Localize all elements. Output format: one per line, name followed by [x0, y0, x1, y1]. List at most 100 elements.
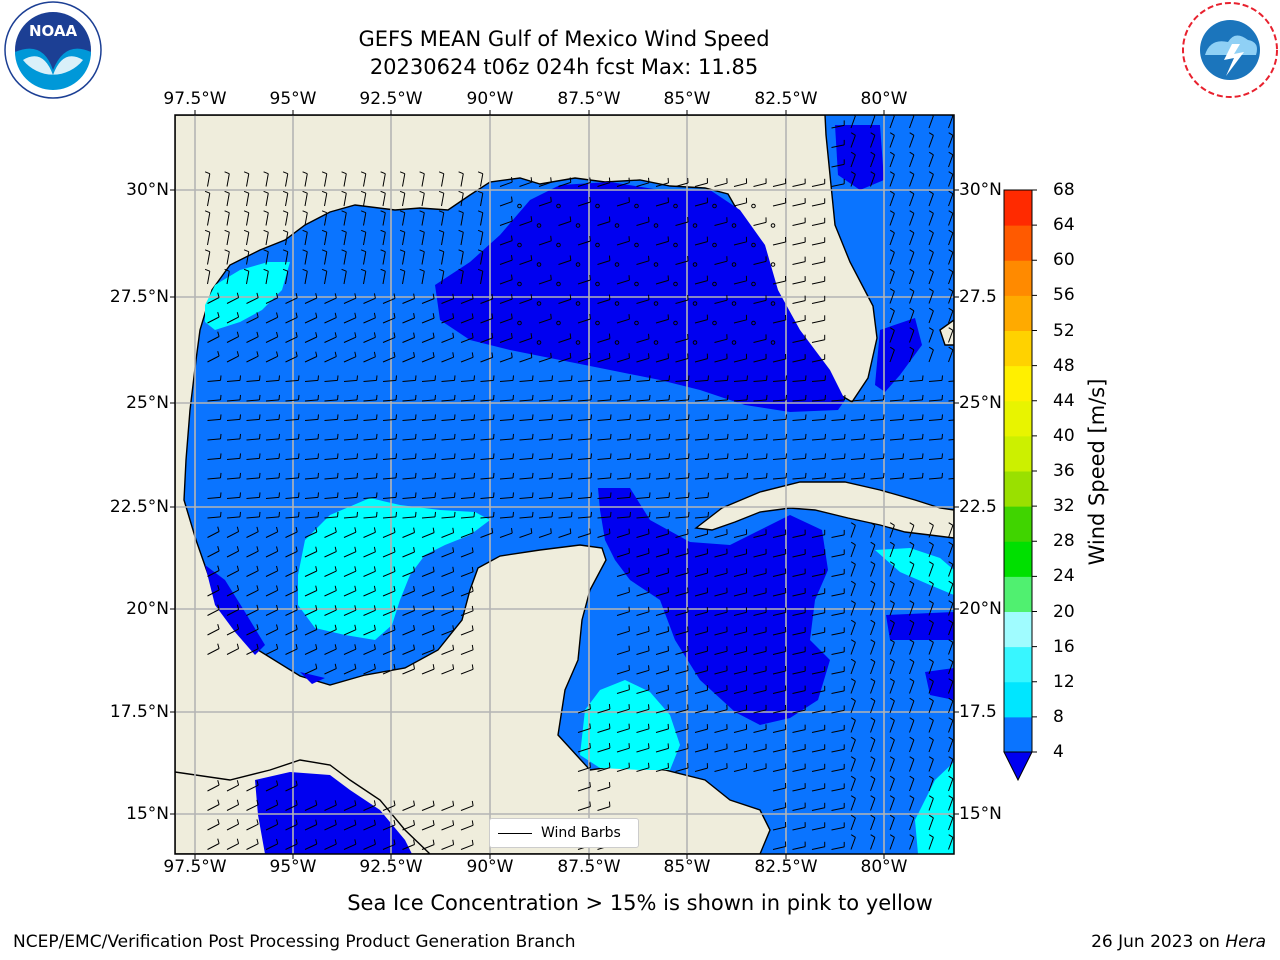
wind-barb-flag — [295, 643, 298, 650]
wind-barb-flag — [334, 663, 337, 669]
wind-barb-staff — [499, 279, 513, 285]
colorbar-tick-label: 44 — [1053, 390, 1075, 411]
wind-barb-flag — [263, 171, 269, 175]
wind-barb-staff — [363, 824, 376, 831]
wind-barb-staff — [792, 241, 806, 246]
wind-barb-staff — [441, 193, 445, 207]
wind-barb-staff — [753, 572, 767, 577]
lon-tick-label-bot: 82.5°W — [754, 857, 818, 877]
wind-barb-staff — [558, 337, 571, 343]
wind-barb-staff — [304, 531, 318, 538]
wind-barb-flag — [948, 834, 954, 838]
wind-barb-flag — [236, 546, 240, 552]
wind-barb-staff — [226, 212, 230, 226]
wind-barb-staff — [792, 183, 806, 187]
wind-barb-staff — [421, 477, 436, 480]
wind-barb-staff — [675, 748, 689, 753]
wind-barb-staff — [889, 817, 895, 831]
wind-barb-flag — [393, 644, 396, 650]
wind-barb-staff — [850, 642, 856, 655]
wind-barb-staff — [636, 767, 650, 772]
wind-barb-flag — [948, 561, 954, 565]
wind-barb-staff — [460, 457, 475, 460]
wind-barb-flag — [909, 171, 915, 175]
wind-barb-flag — [341, 190, 347, 194]
wind-barb-flag — [413, 547, 415, 553]
wind-barb-staff — [831, 846, 845, 850]
wind-barb-flag — [850, 600, 856, 604]
wind-barb-flag — [256, 585, 259, 591]
wind-barb-flag — [302, 171, 308, 175]
wind-barb-flag — [707, 414, 709, 420]
wind-barb-staff — [207, 379, 221, 382]
wind-barb-staff — [343, 317, 357, 324]
wind-barb-staff — [226, 418, 241, 421]
wind-barb-flag — [471, 839, 474, 845]
calm-wind-marker — [653, 301, 659, 306]
wind-barb-staff — [675, 399, 689, 402]
wind-barb-staff — [421, 668, 435, 675]
wind-barb-staff — [343, 457, 358, 460]
wind-barb-flag — [909, 288, 915, 292]
wind-barb-flag — [256, 604, 259, 610]
wind-barb-staff — [733, 553, 747, 558]
wind-barb-staff — [499, 357, 513, 363]
colorbar-segment — [1004, 716, 1032, 753]
wind-barb-flag — [883, 453, 885, 459]
wind-barb-flag — [259, 492, 261, 498]
wind-barb-staff — [499, 298, 513, 304]
wind-barb-flag — [532, 414, 534, 420]
wind-barb-staff — [675, 457, 689, 460]
wind-barb-flag — [471, 566, 474, 572]
wind-barb-staff — [519, 516, 533, 519]
wind-barb-staff — [948, 603, 954, 616]
wind-barb-flag — [360, 229, 366, 233]
wind-barb-staff — [948, 291, 954, 304]
wind-barb-flag — [909, 268, 915, 273]
wind-barb-flag — [909, 795, 915, 799]
wind-barb-flag — [850, 619, 856, 624]
wind-barb-staff — [889, 271, 895, 285]
wind-barb-staff — [928, 477, 943, 480]
wind-barb-staff — [655, 418, 670, 421]
wind-barb-staff — [636, 747, 650, 753]
wind-barb-staff — [889, 759, 895, 772]
wind-barb-flag — [458, 229, 464, 233]
wind-barb-flag — [649, 375, 651, 381]
wind-barb-flag — [948, 580, 954, 585]
wind-barb-flag — [458, 171, 464, 175]
wind-barb-staff — [889, 457, 904, 460]
wind-barb-flag — [454, 453, 456, 459]
wind-barb-staff — [421, 551, 435, 558]
wind-barb-staff — [850, 798, 856, 811]
wind-barb-staff — [324, 516, 338, 519]
wind-barb-flag — [948, 249, 954, 253]
wind-barb-flag — [458, 210, 464, 214]
wind-barb-flag — [649, 492, 651, 498]
wind-barb-staff — [928, 135, 934, 148]
wind-barb-flag — [889, 697, 895, 702]
wind-barb-flag — [590, 492, 592, 498]
wind-barb-staff — [226, 316, 239, 324]
wind-barb-staff — [363, 379, 377, 382]
wind-barb-flag — [889, 268, 895, 273]
wind-barb-staff — [363, 516, 377, 519]
wind-barb-staff — [909, 193, 915, 207]
wind-barb-flag — [432, 352, 435, 358]
wind-barb-staff — [285, 609, 298, 616]
wind-barb-flag — [256, 799, 259, 805]
wind-barb-staff — [558, 379, 572, 382]
wind-barb-staff — [928, 291, 934, 304]
wind-barb-flag — [512, 453, 514, 459]
wind-barb-flag — [889, 775, 895, 780]
wind-barb-flag — [239, 511, 241, 517]
wind-barb-staff — [304, 457, 319, 460]
wind-barb-staff — [519, 379, 533, 382]
wind-barb-flag — [551, 414, 553, 420]
wind-barb-staff — [909, 817, 915, 831]
wind-barb-staff — [265, 355, 278, 363]
lon-tick-label-bot: 97.5°W — [163, 857, 227, 877]
wind-barb-flag — [302, 249, 308, 253]
wind-barb-staff — [753, 358, 767, 363]
wind-barb-flag — [668, 394, 670, 400]
